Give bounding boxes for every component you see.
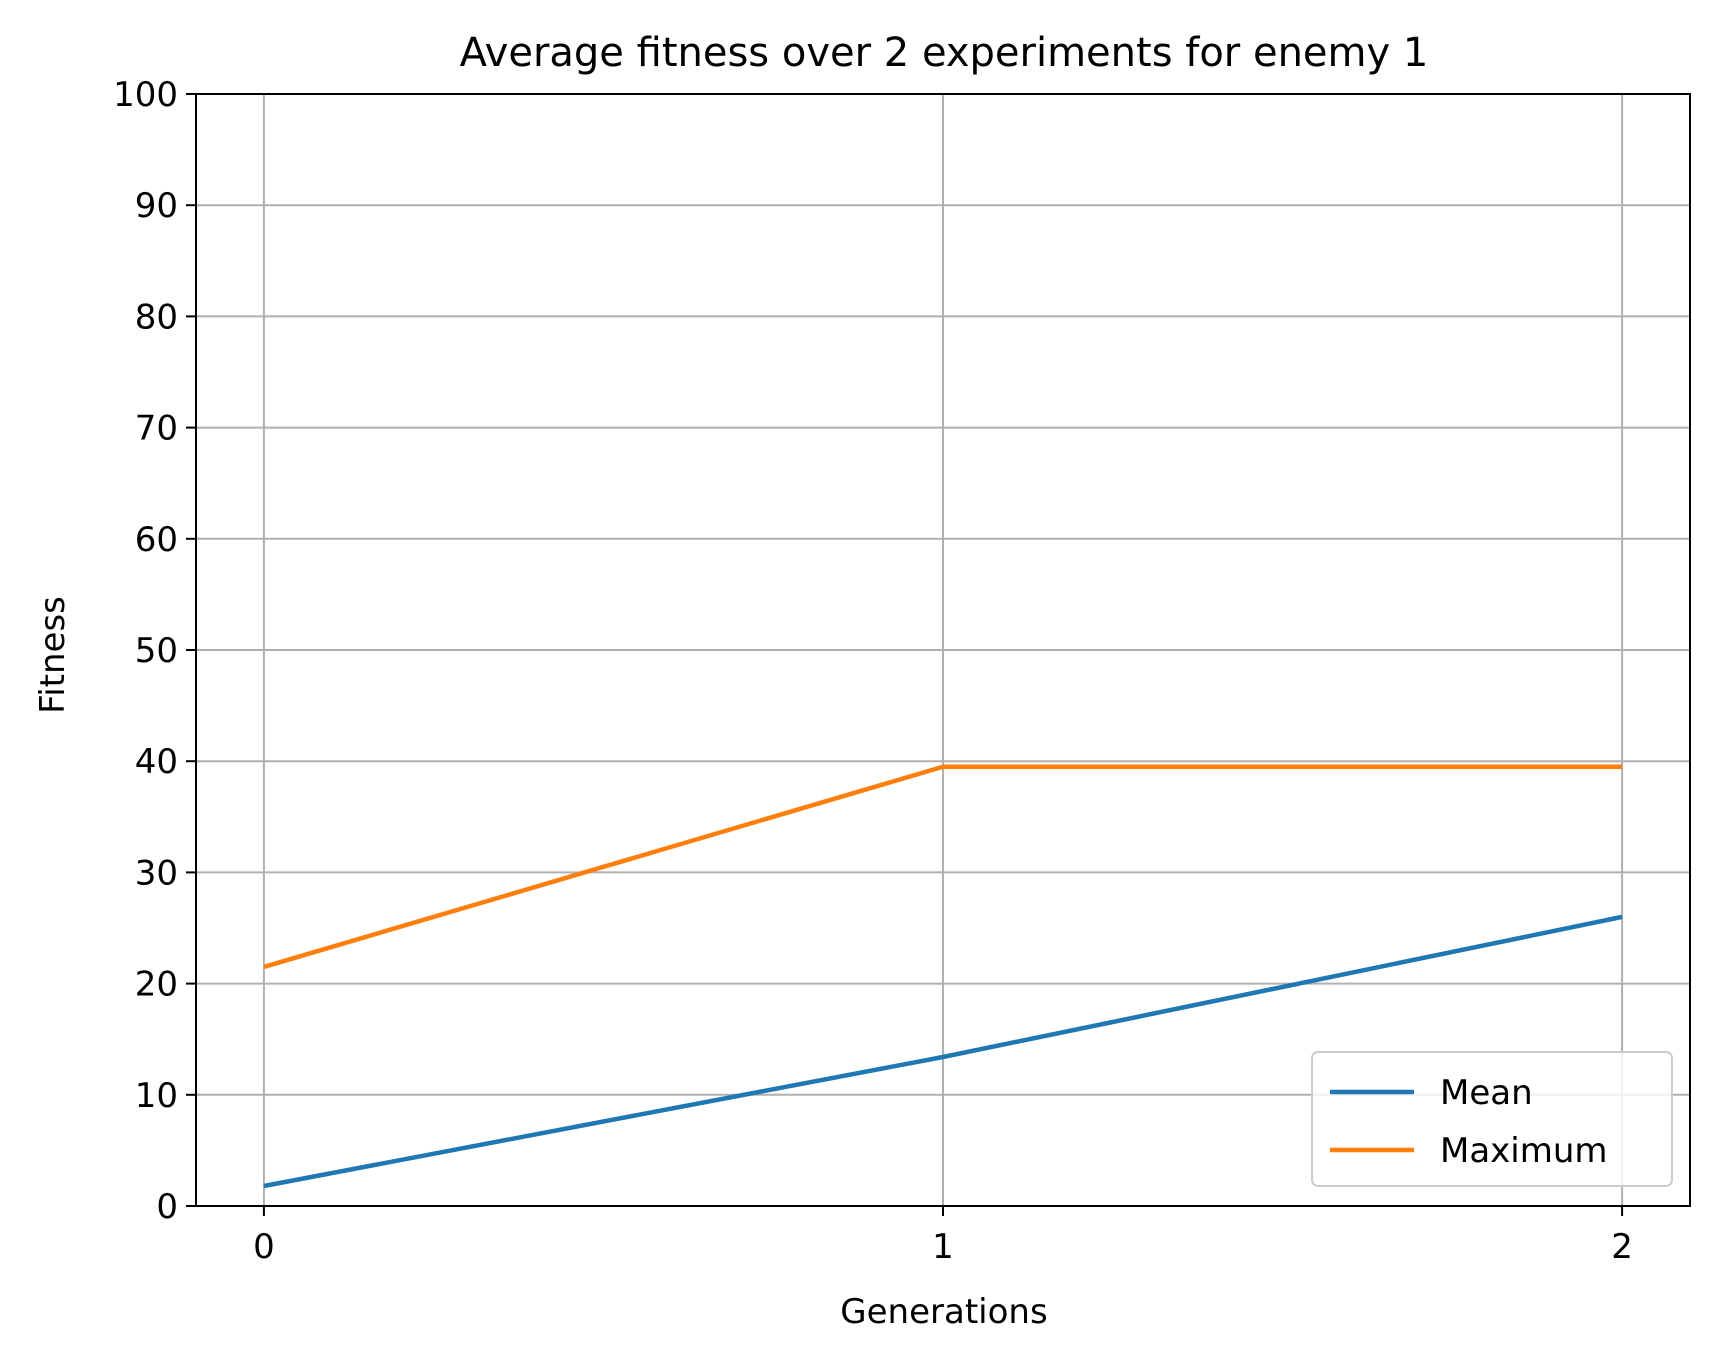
x-axis-label: Generations [840, 1292, 1047, 1332]
y-tick-label: 20 [135, 965, 178, 1005]
y-tick-label: 70 [135, 409, 178, 449]
legend: Mean Maximum [1311, 1051, 1673, 1187]
y-tick-label: 100 [113, 75, 178, 115]
y-tick-label: 10 [135, 1076, 178, 1116]
y-tick-label: 80 [135, 297, 178, 337]
series-line-maximum [263, 764, 1623, 970]
y-tick-label: 60 [135, 520, 178, 560]
series-layer [263, 764, 1623, 1189]
legend-box [1311, 1051, 1673, 1187]
series-line-mean [263, 914, 1623, 1189]
y-tick-label: 90 [135, 186, 178, 226]
axis-ticks: 0 10 20 30 40 50 60 70 80 90 100 0 1 2 [113, 75, 1633, 1267]
y-axis-label: Fitness [33, 596, 73, 714]
x-tick-label: 1 [932, 1227, 954, 1267]
y-tick-label: 0 [156, 1187, 178, 1227]
y-tick-label: 40 [135, 742, 178, 782]
y-tick-label: 30 [135, 853, 178, 893]
x-tick-label: 2 [1611, 1227, 1633, 1267]
legend-label: Mean [1440, 1073, 1533, 1113]
legend-label: Maximum [1440, 1131, 1608, 1171]
chart-title: Average fitness over 2 experiments for e… [460, 30, 1429, 76]
y-tick-label: 50 [135, 631, 178, 671]
x-tick-label: 0 [253, 1227, 275, 1267]
